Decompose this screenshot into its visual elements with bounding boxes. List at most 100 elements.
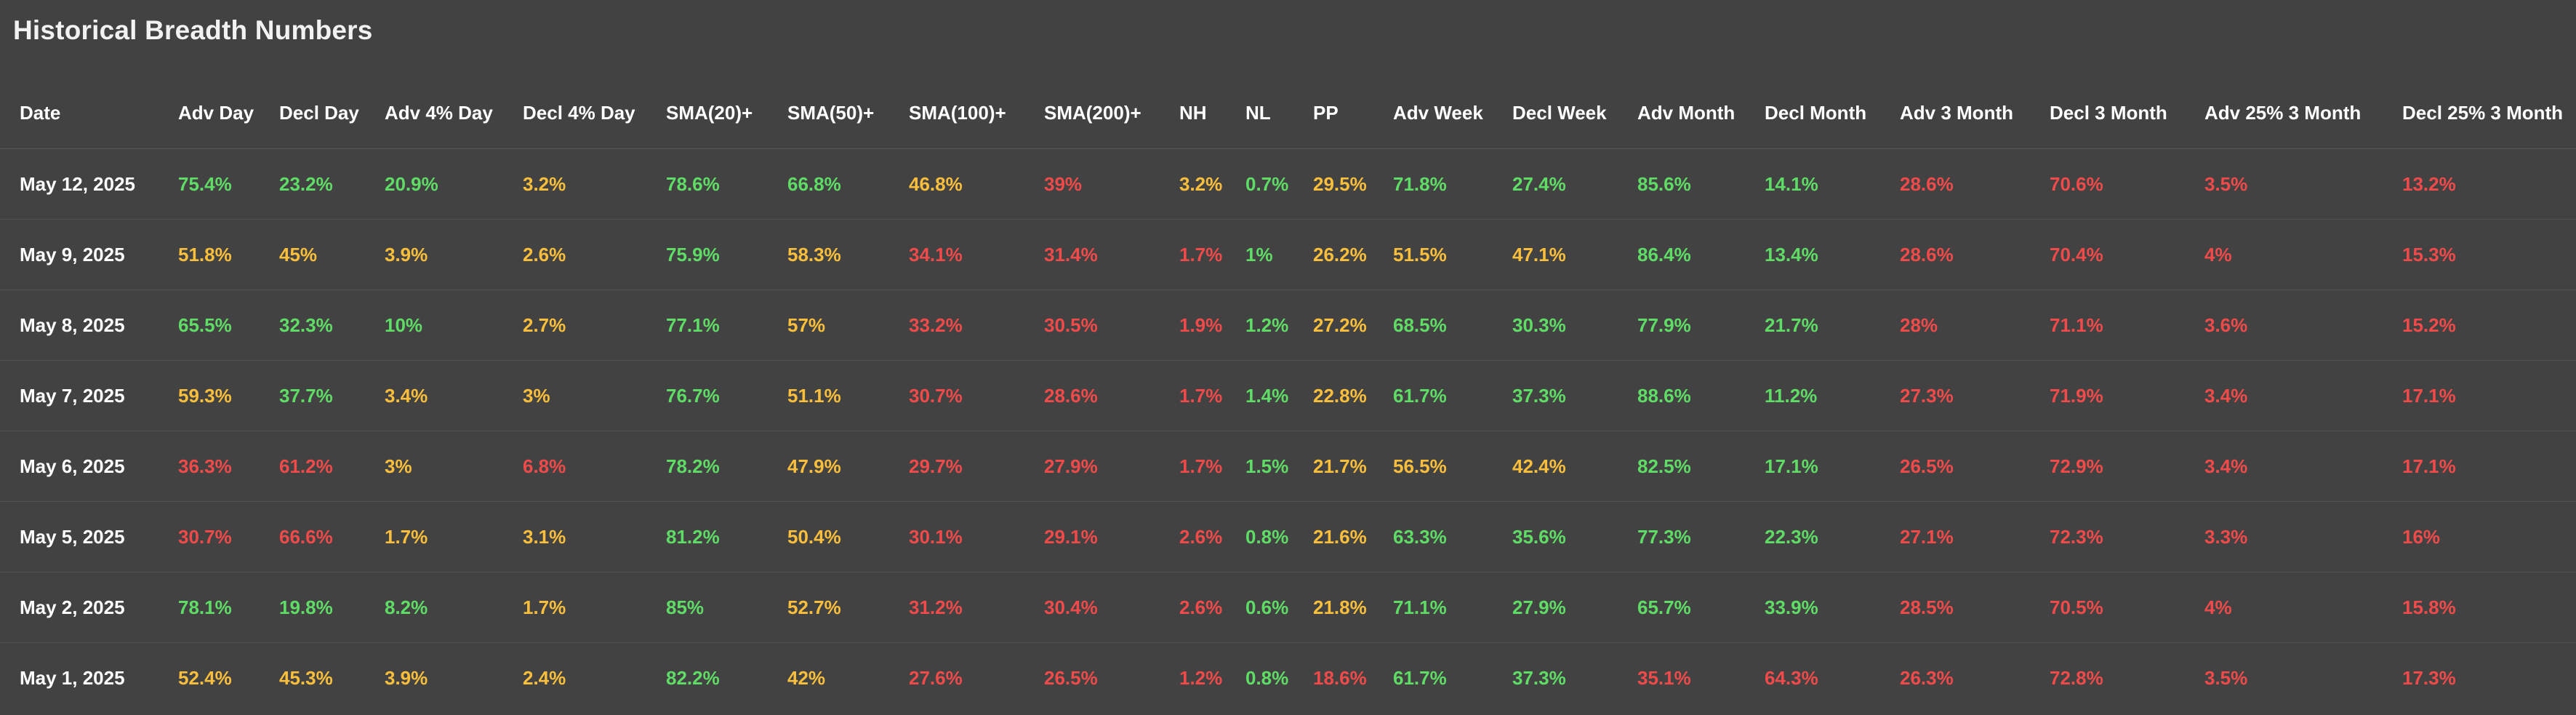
value-cell-nl: 1% xyxy=(1245,243,1273,265)
column-header-decl-day: Decl Day xyxy=(279,101,359,124)
value-cell-decl-4pct-day: 2.6% xyxy=(523,243,566,265)
value-cell-decl-day: 45% xyxy=(279,243,318,265)
breadth-table: Date Adv Day Decl Day Adv 4% Day Decl 4% Day… xyxy=(0,77,2576,714)
value-cell-nh: 1.7% xyxy=(1179,455,1223,477)
value-cell-pp: 21.8% xyxy=(1313,596,1367,618)
value-cell-adv-week: 71.1% xyxy=(1393,596,1447,618)
page-title: Historical Breadth Numbers xyxy=(13,15,373,45)
value-cell-adv-4pct-day: 10% xyxy=(385,313,423,336)
value-cell-decl-4pct-day: 3% xyxy=(523,384,550,407)
value-cell-adv-4pct-day: 8.2% xyxy=(385,596,428,618)
column-header-sma-20: SMA(20)+ xyxy=(666,101,753,124)
value-cell-nl: 0.8% xyxy=(1245,666,1289,689)
value-cell-sma-100: 30.1% xyxy=(909,525,963,548)
column-header-adv-4pct-day: Adv 4% Day xyxy=(385,101,493,124)
value-cell-adv-25pct-3-month: 4% xyxy=(2204,243,2232,265)
table-body: May 12, 2025 75.4% 23.2% 20.9% 3.2% 78.6% 66.8… xyxy=(0,149,2576,714)
value-cell-decl-month: 33.9% xyxy=(1765,596,1818,618)
value-cell-nl: 0.7% xyxy=(1245,172,1289,195)
value-cell-decl-25pct-3-month: 17.1% xyxy=(2402,384,2456,407)
value-cell-sma-50: 52.7% xyxy=(787,596,841,618)
value-cell-adv-25pct-3-month: 3.5% xyxy=(2204,172,2248,195)
value-cell-sma-50: 42% xyxy=(787,666,826,689)
value-cell-decl-week: 47.1% xyxy=(1512,243,1566,265)
value-cell-decl-25pct-3-month: 17.3% xyxy=(2402,666,2456,689)
value-cell-sma-20: 78.6% xyxy=(666,172,720,195)
value-cell-pp: 21.7% xyxy=(1313,455,1367,477)
column-header-adv-day: Adv Day xyxy=(178,101,254,124)
value-cell-nl: 1.5% xyxy=(1245,455,1289,477)
column-header-adv-3-month: Adv 3 Month xyxy=(1900,101,2013,124)
value-cell-decl-day: 23.2% xyxy=(279,172,333,195)
value-cell-decl-month: 21.7% xyxy=(1765,313,1818,336)
table-row: May 6, 2025 36.3% 61.2% 3% 6.8% 78.2% 47.9% 29.… xyxy=(0,431,2576,502)
value-cell-sma-200: 27.9% xyxy=(1044,455,1098,477)
value-cell-sma-200: 26.5% xyxy=(1044,666,1098,689)
value-cell-adv-25pct-3-month: 3.5% xyxy=(2204,666,2248,689)
value-cell-decl-day: 32.3% xyxy=(279,313,333,336)
value-cell-decl-day: 37.7% xyxy=(279,384,333,407)
value-cell-adv-4pct-day: 20.9% xyxy=(385,172,438,195)
value-cell-decl-4pct-day: 6.8% xyxy=(523,455,566,477)
value-cell-sma-20: 77.1% xyxy=(666,313,720,336)
column-header-pp: PP xyxy=(1313,101,1339,124)
value-cell-sma-200: 30.4% xyxy=(1044,596,1098,618)
value-cell-adv-month: 77.9% xyxy=(1637,313,1691,336)
value-cell-nh: 2.6% xyxy=(1179,525,1223,548)
value-cell-decl-3-month: 72.3% xyxy=(2050,525,2103,548)
value-cell-adv-4pct-day: 1.7% xyxy=(385,525,428,548)
value-cell-sma-20: 78.2% xyxy=(666,455,720,477)
value-cell-adv-3-month: 28.6% xyxy=(1900,243,1954,265)
value-cell-nh: 3.2% xyxy=(1179,172,1223,195)
value-cell-sma-100: 31.2% xyxy=(909,596,963,618)
column-header-sma-100: SMA(100)+ xyxy=(909,101,1006,124)
date-cell: May 2, 2025 xyxy=(20,596,125,618)
value-cell-sma-20: 81.2% xyxy=(666,525,720,548)
value-cell-decl-month: 14.1% xyxy=(1765,172,1818,195)
value-cell-sma-200: 31.4% xyxy=(1044,243,1098,265)
column-header-nh: NH xyxy=(1179,101,1207,124)
value-cell-decl-3-month: 70.4% xyxy=(2050,243,2103,265)
value-cell-sma-200: 30.5% xyxy=(1044,313,1098,336)
value-cell-decl-week: 37.3% xyxy=(1512,666,1566,689)
value-cell-adv-3-month: 28.5% xyxy=(1900,596,1954,618)
value-cell-sma-50: 50.4% xyxy=(787,525,841,548)
value-cell-adv-month: 65.7% xyxy=(1637,596,1691,618)
value-cell-nl: 0.8% xyxy=(1245,525,1289,548)
value-cell-sma-50: 66.8% xyxy=(787,172,841,195)
value-cell-decl-day: 66.6% xyxy=(279,525,333,548)
value-cell-decl-4pct-day: 2.7% xyxy=(523,313,566,336)
date-cell: May 5, 2025 xyxy=(20,525,125,548)
value-cell-adv-week: 63.3% xyxy=(1393,525,1447,548)
value-cell-adv-week: 61.7% xyxy=(1393,384,1447,407)
column-header-sma-200: SMA(200)+ xyxy=(1044,101,1141,124)
value-cell-decl-day: 61.2% xyxy=(279,455,333,477)
value-cell-adv-3-month: 26.5% xyxy=(1900,455,1954,477)
value-cell-adv-week: 71.8% xyxy=(1393,172,1447,195)
column-header-adv-month: Adv Month xyxy=(1637,101,1736,124)
value-cell-adv-4pct-day: 3.9% xyxy=(385,243,428,265)
value-cell-adv-3-month: 27.3% xyxy=(1900,384,1954,407)
value-cell-nh: 1.7% xyxy=(1179,384,1223,407)
value-cell-decl-25pct-3-month: 17.1% xyxy=(2402,455,2456,477)
table-row: May 1, 2025 52.4% 45.3% 3.9% 2.4% 82.2% 42% 27.… xyxy=(0,643,2576,714)
value-cell-adv-25pct-3-month: 3.4% xyxy=(2204,384,2248,407)
table-row: May 7, 2025 59.3% 37.7% 3.4% 3% 76.7% 51.1% 30.… xyxy=(0,361,2576,431)
value-cell-nl: 1.4% xyxy=(1245,384,1289,407)
value-cell-nl: 1.2% xyxy=(1245,313,1289,336)
value-cell-adv-month: 85.6% xyxy=(1637,172,1691,195)
value-cell-decl-25pct-3-month: 15.8% xyxy=(2402,596,2456,618)
value-cell-decl-4pct-day: 2.4% xyxy=(523,666,566,689)
date-cell: May 9, 2025 xyxy=(20,243,125,265)
table-header-row: Date Adv Day Decl Day Adv 4% Day Decl 4% Day… xyxy=(0,77,2576,149)
value-cell-adv-day: 75.4% xyxy=(178,172,232,195)
value-cell-adv-month: 86.4% xyxy=(1637,243,1691,265)
value-cell-pp: 29.5% xyxy=(1313,172,1367,195)
value-cell-adv-month: 82.5% xyxy=(1637,455,1691,477)
value-cell-decl-month: 11.2% xyxy=(1765,384,1818,407)
value-cell-adv-25pct-3-month: 4% xyxy=(2204,596,2232,618)
value-cell-sma-20: 76.7% xyxy=(666,384,720,407)
value-cell-adv-3-month: 28.6% xyxy=(1900,172,1954,195)
value-cell-sma-20: 75.9% xyxy=(666,243,720,265)
column-header-adv-week: Adv Week xyxy=(1393,101,1483,124)
